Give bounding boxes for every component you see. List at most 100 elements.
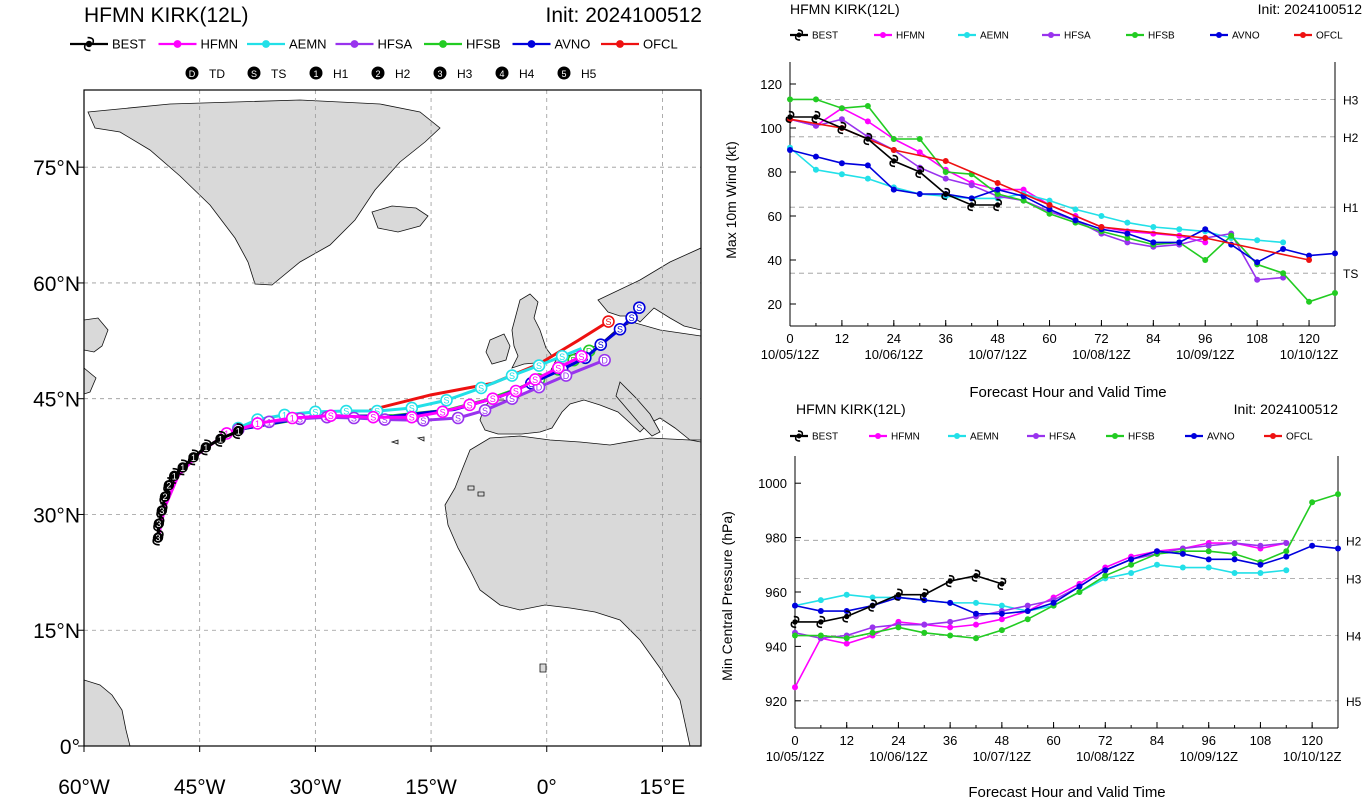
legend-marker-hfsa: [1048, 32, 1054, 38]
y-tick-label: 80: [768, 165, 782, 180]
series-point-hfsb: [1202, 257, 1209, 263]
category-label: H5: [1346, 695, 1362, 709]
best-track-marker-text: 2: [162, 492, 167, 502]
great-britain: [511, 293, 553, 369]
legend-label-best: BEST: [112, 37, 146, 52]
series-point-ofcl: [942, 158, 949, 164]
legend-label-ofcl: OFCL: [643, 37, 678, 52]
x-tick-label: 108: [1250, 733, 1272, 748]
legend-marker-avno: [1191, 433, 1197, 439]
track-marker-text: D: [563, 371, 570, 381]
best-track-marker-text: 1: [172, 471, 177, 481]
track-marker-text: S: [420, 416, 426, 426]
intensity-glyph-td: [185, 66, 199, 80]
legend-label-avno: AVNO: [555, 37, 591, 52]
series-point-best: [811, 110, 821, 124]
series-point-aemn: [1254, 237, 1261, 244]
map-tracks: SSSDDSSSSSSS111SSSSSSSSS11SSSSSSSSDDD111…: [152, 301, 646, 546]
series-point-best: [785, 110, 795, 124]
pressure-legend: BEST HFMN AEMN HFSA HFSB AVNO OFCL: [790, 430, 1313, 443]
series-point-best: [997, 577, 1007, 591]
series-point-hfsb: [1306, 298, 1313, 305]
track-marker-hfmn: [405, 410, 419, 424]
storm-arm: [840, 121, 847, 129]
x-tick-label: 108: [1246, 331, 1268, 346]
intensity-glyph-text: 2: [375, 69, 380, 79]
series-point-avno: [1254, 259, 1261, 266]
y-tick-label: 100: [760, 121, 782, 136]
series-point-avno: [1050, 599, 1057, 606]
series-point-hfmn: [916, 149, 923, 156]
storm-core: [818, 619, 824, 625]
storm-core: [839, 125, 845, 131]
series-point-best: [971, 569, 981, 582]
y-tick-label: 940: [765, 639, 787, 654]
series-point-avno: [817, 608, 824, 615]
track-marker-text: S: [343, 407, 349, 417]
best-track-marker-text: 1: [203, 443, 208, 453]
storm-arm: [889, 160, 896, 168]
best-track-marker-core: [233, 425, 244, 437]
track-marker-text: S: [629, 313, 635, 323]
storm-arm: [811, 116, 818, 124]
series-point-best: [893, 588, 903, 601]
series-point-avno: [1128, 556, 1135, 563]
series-point-best: [842, 610, 852, 623]
map-lat-tick-label: 60°N: [33, 273, 80, 296]
series-point-hfsa: [1231, 540, 1238, 547]
series-point-avno: [994, 186, 1001, 193]
track-map-panel: HFMN KIRK(12L) Init: 2024100512 BEST HFMN…: [33, 4, 702, 799]
storm-arm: [837, 127, 844, 135]
series-point-ofcl: [994, 180, 1001, 186]
series-point-hfsb: [1228, 232, 1235, 239]
storm-core: [943, 191, 949, 197]
series-point-hfmn: [998, 616, 1005, 623]
intensity-glyph-text: S: [251, 69, 257, 79]
map-init-label: Init: 2024100512: [546, 4, 702, 27]
storm-arm: [793, 615, 800, 623]
series-point-aemn: [864, 175, 871, 182]
map-lat-tick-label: 45°N: [33, 389, 80, 412]
legend-label-hfmn: HFMN: [891, 432, 920, 443]
series-point-hfsb: [998, 627, 1005, 634]
intensity-label-h5: H5: [581, 67, 597, 81]
map-tick-labels: 60°W 45°W 30°W 15°W 0° 15°E 0° 15°N 30°N 45°N 60°N…: [33, 157, 685, 799]
storm-arm: [970, 198, 977, 206]
map-model-legend: BEST HFMN AEMN HFSA HFSB AVNO OFCL: [70, 37, 678, 52]
series-point-avno: [1102, 567, 1109, 574]
series-point-best: [967, 198, 977, 212]
storm-arm: [794, 34, 801, 41]
track-marker-hfmn: [486, 392, 500, 406]
cape-verde: [539, 663, 547, 673]
intensity-label-h4: H4: [519, 67, 535, 81]
series-point-hfsb: [1231, 550, 1238, 557]
storm-core: [973, 572, 979, 579]
date-label: 10/07/12Z: [968, 347, 1027, 362]
map-lon-tick-label: 0°: [537, 776, 557, 799]
series-point-avno: [947, 599, 954, 606]
series-point-avno: [1283, 553, 1290, 560]
category-label: H3: [1346, 572, 1362, 586]
series-point-hfsa: [942, 175, 949, 182]
legend-marker-aemn: [964, 32, 970, 38]
track-marker-text: D: [586, 346, 593, 356]
series-point-aemn: [869, 594, 876, 601]
best-track-marker-text: 3: [156, 533, 161, 543]
wind-plot-area: H3 H2 H1 TS 0 12 24 36 48 60 72 84 96 108 120 10/05/12Z…: [760, 62, 1359, 362]
x-tick-label: 84: [1146, 331, 1160, 346]
storm-arm: [974, 569, 981, 577]
series-point-aemn: [838, 171, 845, 178]
map-frame: [83, 89, 702, 747]
best-track-marker-core: [156, 505, 168, 516]
intensity-glyph-ts: [247, 66, 261, 80]
legend-marker-hfsa: [1033, 433, 1039, 439]
wind-title: HFMN KIRK(12L): [790, 1, 900, 17]
legend-marker-hfsb: [1112, 433, 1118, 439]
map-lon-tick-label: 15°W: [405, 776, 457, 799]
series-point-avno: [1306, 252, 1313, 259]
storm-arm: [1000, 577, 1007, 585]
series-point-hfsb: [994, 191, 1001, 197]
track-marker-hfmn: [436, 405, 449, 419]
storm-arm: [893, 594, 900, 601]
storm-core: [994, 202, 1001, 208]
